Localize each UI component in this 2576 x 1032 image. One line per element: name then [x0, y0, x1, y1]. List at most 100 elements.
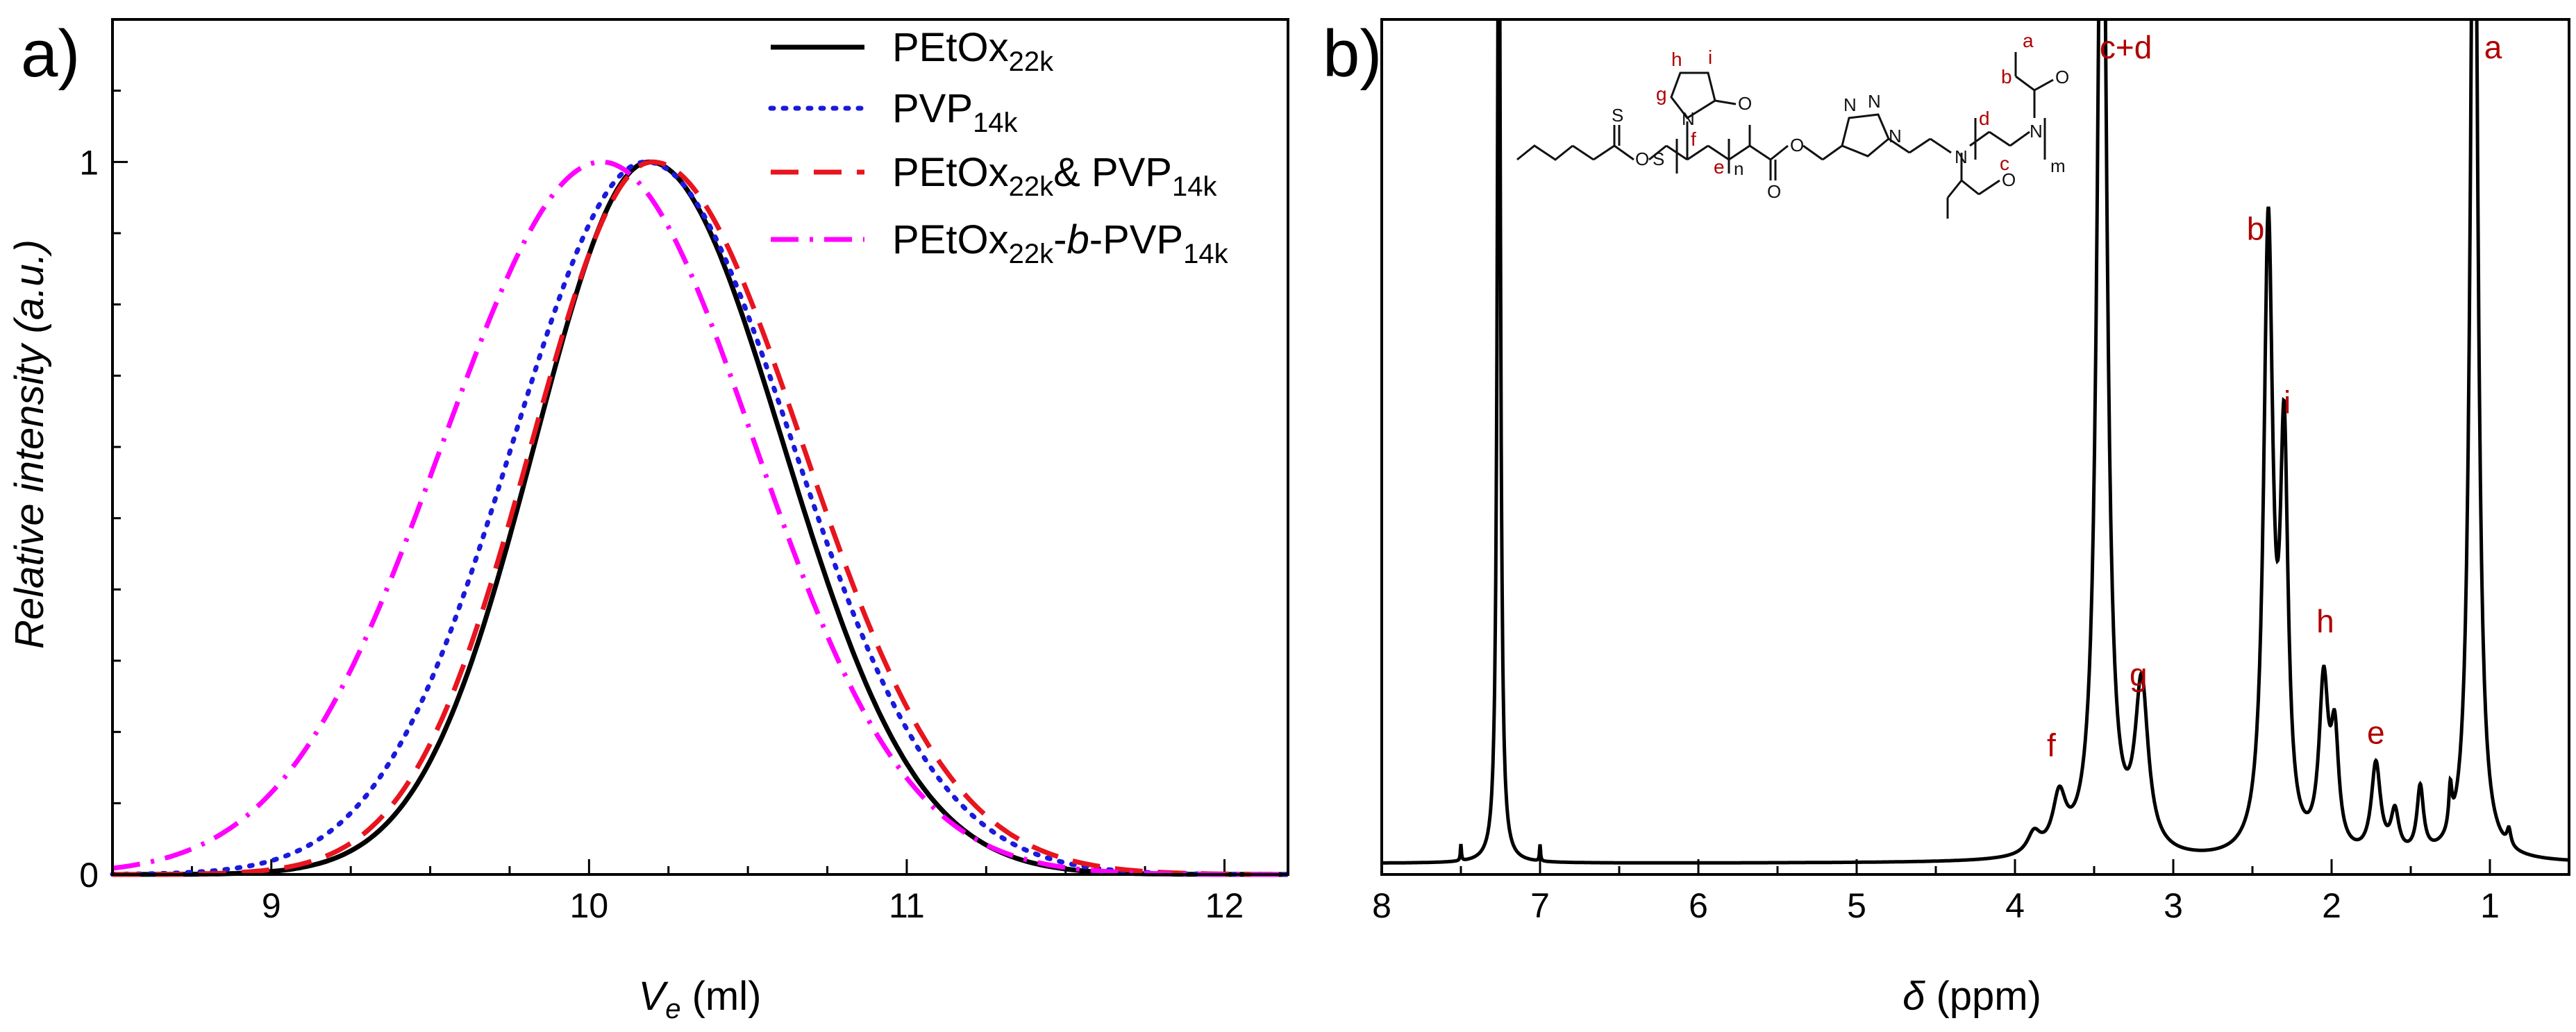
structure-bond [1989, 130, 2011, 147]
panel-b-frame [1380, 18, 2570, 876]
peak-label: f [2047, 727, 2056, 763]
panel-a-y-axis-label: Relative intensity (a.u.) [7, 239, 52, 649]
legend-entry-part: 14k [1172, 171, 1217, 202]
structure-label: d [1979, 108, 1990, 129]
panel-b-x-tick-label: 8 [1372, 886, 1391, 925]
structure-atom: O [1635, 149, 1649, 169]
structure-label: c [2000, 153, 2009, 174]
panel-a-frame [111, 18, 1289, 876]
panel-a-label: a) [21, 17, 80, 91]
structure-atom: N [1955, 146, 1968, 167]
structure-ring [1670, 71, 1716, 119]
structure-bond [1930, 137, 1952, 154]
structure-bond [1728, 144, 1750, 161]
structure-bond [1648, 144, 1667, 161]
panel-a-x-tick-label: 10 [570, 886, 609, 925]
structure-bond [1978, 179, 2000, 196]
structure-atom: O [2002, 169, 2016, 190]
panel-b-x-tick-label: 7 [1530, 886, 1550, 925]
structure-bond [1516, 144, 1573, 161]
series-line-petox22k-b-pvp14k [112, 159, 1288, 877]
structure-label: a [2023, 30, 2034, 51]
structure-bond [1822, 144, 1843, 161]
structure-label: g [1656, 83, 1667, 105]
structure-atom: O [1767, 181, 1781, 202]
panel-b-x-axis-unit: (ppm) [1925, 974, 2041, 1019]
series-line-petox22k-pvp14k [112, 159, 1288, 877]
structure-label: h [1671, 49, 1682, 70]
structure-atom: O [2055, 67, 2069, 87]
structure-bond [1888, 137, 1910, 154]
legend-entry-part: -PVP [1089, 217, 1183, 262]
panel-a-y-tick-label: 0 [79, 856, 99, 895]
structure-bond [1946, 180, 1963, 198]
structure-atom: N [1889, 126, 1902, 146]
peak-label: g [2130, 657, 2148, 693]
chemical-structure: S O S N O O O N N N N N O O h i g f e n … [1516, 30, 2069, 219]
structure-bond [1909, 137, 1931, 154]
panel-a-x-axis-unit: (ml) [680, 974, 761, 1019]
panel-a-x-axis-subscript: e [665, 994, 680, 1024]
structure-bond [1803, 144, 1823, 161]
panel-a-x-axis-label: Ve (ml) [639, 974, 762, 1024]
structure-bond [1687, 144, 1709, 161]
peak-label: e [2367, 715, 2385, 751]
legend-entry-part: PEtOx [892, 150, 1009, 195]
legend-entry: PEtOx22k& PVP14k [892, 150, 1217, 202]
panel-a-x-tick-label: 9 [262, 886, 281, 925]
panel-b-x-tick-label: 2 [2322, 886, 2341, 925]
legend-entry: PVP14k [892, 86, 1019, 138]
legend-entry-part: 14k [1183, 239, 1228, 269]
structure-bond [2015, 75, 2035, 92]
structure-bond [1961, 179, 1980, 196]
structure-atom: O [1738, 93, 1752, 114]
legend-entry-part: b [1067, 217, 1089, 262]
panel-a-x-axis-symbol: V [639, 974, 669, 1019]
structure-label: b [2001, 66, 2012, 87]
peak-label: c+d [2100, 29, 2152, 65]
structure-atom: S [1612, 105, 1623, 126]
panel-a-x-tick-label: 12 [1205, 886, 1244, 925]
structure-atom: N [1682, 108, 1695, 129]
nmr-spectrum-line [1382, 19, 2569, 865]
structure-bond [1749, 144, 1771, 161]
structure-atom: N [1843, 94, 1857, 115]
structure-bond [1714, 99, 1737, 105]
structure-label: e [1714, 156, 1725, 178]
structure-label: m [2050, 155, 2066, 176]
panel-b-x-tick-label: 6 [1689, 886, 1708, 925]
panel-b-x-tick-label: 4 [2005, 886, 2025, 925]
legend-entry-part: PVP [892, 86, 973, 131]
structure-atom: S [1653, 149, 1664, 169]
legend-entry-part: 22k [1009, 171, 1054, 202]
structure-bond [1614, 144, 1634, 161]
legend-entry-part: & PVP [1053, 150, 1172, 195]
structure-bond [1770, 144, 1789, 161]
series-line-petox22k [112, 159, 1288, 877]
legend-entry-part: - [1053, 217, 1067, 262]
legend-entry-part: 22k [1009, 46, 1054, 77]
legend-entry-part: PEtOx [892, 25, 1009, 70]
legend-entry-part: PEtOx [892, 217, 1009, 262]
panel-a-y-tick-label: 1 [79, 143, 99, 182]
legend-entry: PEtOx22k [892, 25, 1054, 77]
panel-a-x-tick-label: 11 [889, 886, 925, 925]
structure-ring [1841, 113, 1890, 158]
structure-label: f [1691, 128, 1696, 150]
legend-entry-part: 14k [973, 108, 1018, 138]
peak-label: i [2284, 384, 2291, 421]
panel-b-x-axis-label: δ (ppm) [1902, 974, 2041, 1019]
legend-entry-part: 22k [1009, 239, 1054, 269]
legend-entry: PEtOx22k-b-PVP14k [892, 217, 1229, 269]
peak-label: h [2316, 603, 2334, 639]
panel-b-x-tick-label: 1 [2480, 886, 2500, 925]
peak-label: a [2484, 29, 2502, 65]
panel-b-x-tick-label: 3 [2164, 886, 2183, 925]
panel-b-x-tick-label: 5 [1847, 886, 1866, 925]
peak-label: b [2247, 211, 2265, 247]
structure-bond [2034, 78, 2054, 92]
structure-bond [1707, 144, 1730, 161]
